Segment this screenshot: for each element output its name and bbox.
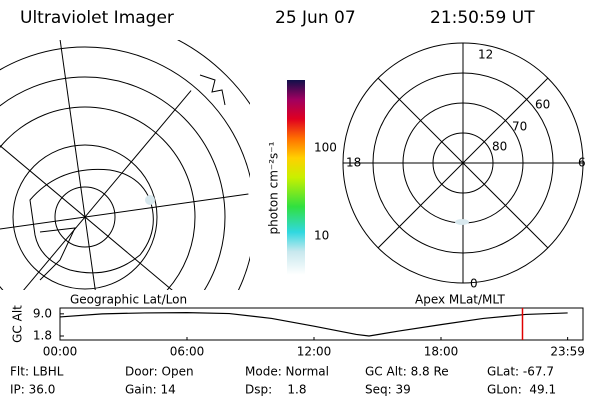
x-tick-label: 18:00 [424, 345, 459, 359]
axis-label: GC Alt [11, 305, 25, 343]
mlt-label: 18 [346, 156, 361, 170]
x-tick-label: 23:59 [550, 345, 585, 359]
status-field: Door: Open [125, 365, 194, 379]
status-field: IP: 36.0 [10, 383, 55, 397]
colorbar-tick: 100 [314, 141, 337, 155]
lat-label: 60 [535, 98, 550, 112]
lat-label: 70 [512, 120, 527, 134]
status-field: Gain: 14 [125, 383, 176, 397]
title: Ultraviolet Imager [20, 8, 174, 28]
status-field: Dsp: 1.8 [245, 383, 307, 397]
status-field: GLat: -67.7 [487, 365, 554, 379]
time: 21:50:59 UT [430, 8, 535, 28]
lat-label: 80 [492, 140, 507, 154]
mlt-label: 12 [478, 48, 493, 62]
geographic-map [0, 40, 250, 290]
mlt-label: 6 [578, 156, 586, 170]
status-field: GC Alt: 8.8 Re [365, 365, 449, 379]
color-bar [287, 80, 305, 275]
mlt-label: 0 [470, 277, 478, 291]
altitude-line [59, 312, 568, 337]
date: 25 Jun 07 [275, 8, 356, 28]
panel-label: Geographic Lat/Lon [70, 293, 187, 307]
x-tick-label: 00:00 [43, 345, 78, 359]
y-tick-label: 1.8 [33, 329, 52, 343]
altitude-frame [59, 307, 584, 341]
magnetic-map [342, 42, 584, 284]
status-field: Mode: Normal [245, 365, 329, 379]
colorbar-label: photon cm⁻²s⁻¹ [267, 141, 281, 234]
colorbar-tick: 10 [314, 229, 329, 243]
y-tick-label: 9.0 [33, 306, 52, 320]
status-field: Seq: 39 [365, 383, 411, 397]
panel-label: Apex MLat/MLT [415, 293, 505, 307]
x-tick-label: 06:00 [170, 345, 205, 359]
status-field: Flt: LBHL [10, 365, 64, 379]
status-field: GLon: 49.1 [487, 383, 556, 397]
x-tick-label: 12:00 [297, 345, 332, 359]
